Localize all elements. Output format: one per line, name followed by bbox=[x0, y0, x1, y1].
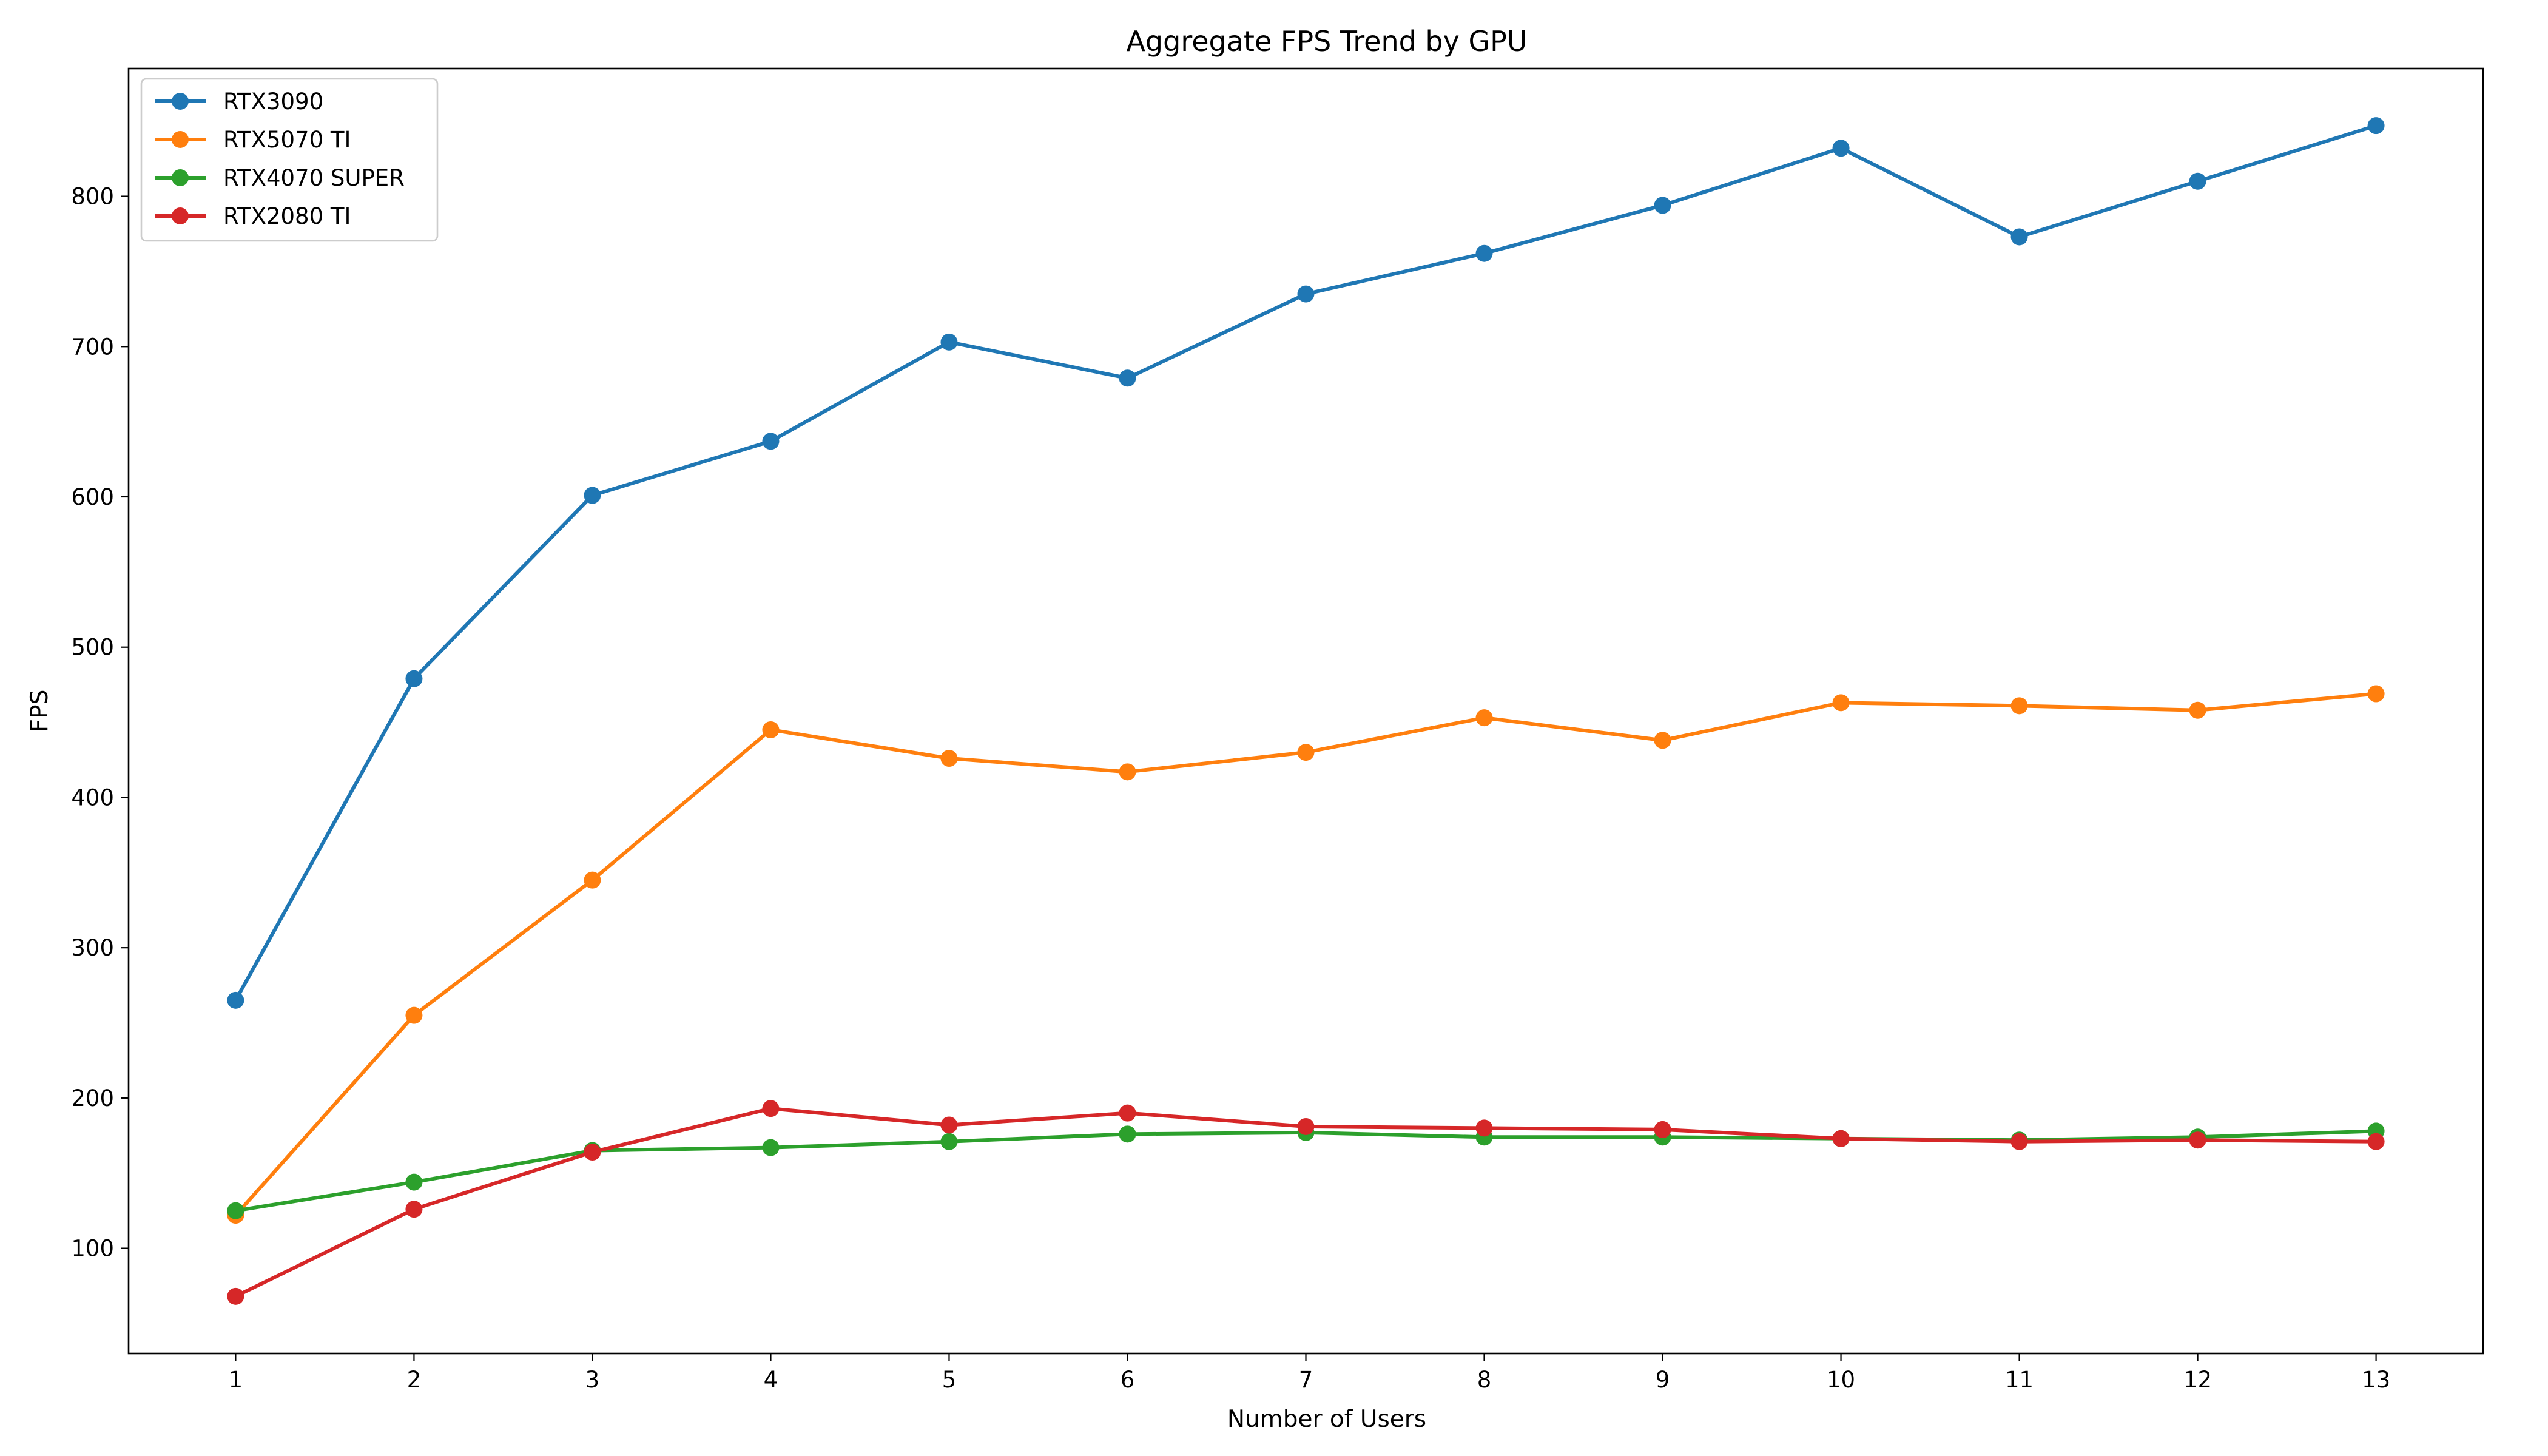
data-point-rtx2080-ti bbox=[584, 1144, 601, 1161]
data-point-rtx5070-ti bbox=[2010, 697, 2028, 715]
data-point-rtx3090 bbox=[1475, 244, 1493, 262]
x-axis-label: Number of Users bbox=[1227, 1406, 1426, 1433]
x-tick-label: 13 bbox=[2362, 1367, 2390, 1393]
data-point-rtx2080-ti bbox=[2010, 1133, 2028, 1150]
data-point-rtx3090 bbox=[762, 433, 780, 450]
legend-marker-rtx2080-ti bbox=[172, 207, 189, 224]
data-point-rtx4070-super bbox=[405, 1173, 423, 1191]
data-point-rtx4070-super bbox=[1119, 1125, 1136, 1143]
chart-title: Aggregate FPS Trend by GPU bbox=[1126, 25, 1527, 58]
x-tick-label: 1 bbox=[229, 1367, 243, 1393]
y-tick-label: 400 bbox=[71, 784, 114, 811]
data-point-rtx4070-super bbox=[940, 1133, 958, 1150]
data-point-rtx2080-ti bbox=[1297, 1117, 1315, 1135]
data-point-rtx3090 bbox=[940, 333, 958, 351]
y-tick-label: 500 bbox=[71, 635, 114, 661]
data-point-rtx5070-ti bbox=[1475, 709, 1493, 727]
data-point-rtx2080-ti bbox=[227, 1287, 244, 1305]
data-point-rtx2080-ti bbox=[1475, 1119, 1493, 1137]
legend-marker-rtx3090 bbox=[172, 93, 189, 110]
x-tick-label: 10 bbox=[1827, 1367, 1855, 1393]
data-point-rtx5070-ti bbox=[1119, 763, 1136, 781]
x-tick-label: 8 bbox=[1477, 1367, 1492, 1393]
legend-label-rtx3090: RTX3090 bbox=[223, 89, 323, 115]
y-tick-label: 800 bbox=[71, 184, 114, 210]
data-point-rtx3090 bbox=[2367, 117, 2385, 135]
legend-label-rtx4070-super: RTX4070 SUPER bbox=[223, 165, 405, 191]
data-point-rtx5070-ti bbox=[1654, 732, 1671, 749]
data-point-rtx4070-super bbox=[762, 1139, 780, 1156]
data-point-rtx2080-ti bbox=[2189, 1131, 2206, 1149]
data-point-rtx4070-super bbox=[227, 1202, 244, 1219]
data-point-rtx5070-ti bbox=[2189, 701, 2206, 719]
legend-box bbox=[140, 78, 439, 242]
data-point-rtx3090 bbox=[405, 670, 423, 687]
data-point-rtx3090 bbox=[2010, 228, 2028, 246]
legend-label-rtx2080-ti: RTX2080 TI bbox=[223, 203, 351, 229]
data-point-rtx3090 bbox=[1832, 140, 1850, 157]
x-tick-label: 4 bbox=[764, 1367, 778, 1393]
data-point-rtx5070-ti bbox=[405, 1006, 423, 1024]
data-point-rtx3090 bbox=[584, 487, 601, 504]
x-tick-label: 12 bbox=[2183, 1367, 2212, 1393]
y-tick-label: 300 bbox=[71, 935, 114, 961]
y-tick-label: 700 bbox=[71, 334, 114, 360]
legend-label-rtx5070-ti: RTX5070 TI bbox=[223, 127, 351, 153]
data-point-rtx3090 bbox=[1654, 197, 1671, 214]
data-point-rtx3090 bbox=[227, 991, 244, 1009]
data-point-rtx2080-ti bbox=[1654, 1121, 1671, 1138]
plot-layer bbox=[227, 117, 2385, 1305]
axis-layer: 1 2 3 4 5 6 7 8 9 10 11 12 1310020030040050060070080… bbox=[71, 184, 2390, 1393]
data-point-rtx2080-ti bbox=[1832, 1130, 1850, 1147]
data-point-rtx2080-ti bbox=[1119, 1104, 1136, 1122]
data-point-rtx2080-ti bbox=[405, 1201, 423, 1218]
data-point-rtx5070-ti bbox=[584, 871, 601, 889]
data-point-rtx2080-ti bbox=[2367, 1133, 2385, 1150]
data-point-rtx2080-ti bbox=[762, 1100, 780, 1117]
data-point-rtx5070-ti bbox=[2367, 685, 2385, 703]
data-point-rtx3090 bbox=[2189, 172, 2206, 190]
data-point-rtx2080-ti bbox=[940, 1116, 958, 1134]
x-tick-label: 6 bbox=[1121, 1367, 1135, 1393]
data-point-rtx5070-ti bbox=[1297, 744, 1315, 761]
y-tick-label: 100 bbox=[71, 1236, 114, 1262]
y-tick-label: 600 bbox=[71, 484, 114, 510]
data-point-rtx5070-ti bbox=[940, 750, 958, 767]
data-point-rtx5070-ti bbox=[762, 721, 780, 738]
plot-frame bbox=[127, 67, 2484, 1355]
legend-marker-rtx4070-super bbox=[172, 169, 189, 186]
x-tick-label: 3 bbox=[585, 1367, 600, 1393]
x-tick-label: 7 bbox=[1299, 1367, 1313, 1393]
data-point-rtx5070-ti bbox=[1832, 694, 1850, 712]
x-tick-label: 11 bbox=[2005, 1367, 2034, 1393]
x-tick-label: 2 bbox=[407, 1367, 422, 1393]
legend-marker-rtx5070-ti bbox=[172, 131, 189, 148]
y-tick-label: 200 bbox=[71, 1085, 114, 1111]
x-tick-label: 5 bbox=[942, 1367, 957, 1393]
data-point-rtx3090 bbox=[1297, 285, 1315, 303]
data-point-rtx3090 bbox=[1119, 369, 1136, 387]
x-tick-label: 9 bbox=[1656, 1367, 1670, 1393]
legend: RTX3090 RTX5070 TI RTX4070 SUPER RTX2080 TI bbox=[140, 78, 439, 242]
y-axis-label: FPS bbox=[26, 690, 53, 733]
